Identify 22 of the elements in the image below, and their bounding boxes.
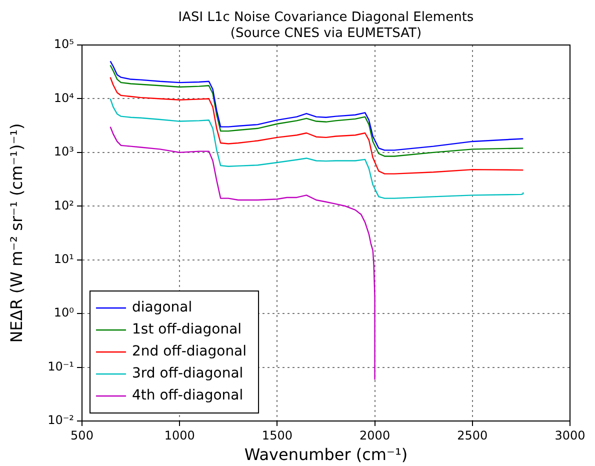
y-tick-label: 10⁰ [54, 306, 74, 320]
y-tick-label: 10⁵ [54, 37, 74, 52]
x-tick-label: 500 [70, 428, 94, 442]
legend-label: 4th off-diagonal [132, 388, 244, 404]
x-axis-title: Wavenumber (cm⁻¹) [244, 445, 408, 464]
legend-label: diagonal [132, 300, 192, 316]
legend-label: 2nd off-diagonal [132, 344, 247, 360]
legend-label: 3rd off-diagonal [132, 366, 244, 382]
y-tick-label: 10⁻² [48, 413, 74, 428]
y-tick-label: 10⁻¹ [48, 359, 74, 374]
x-tick-label: 1000 [164, 428, 195, 442]
legend-label: 1st off-diagonal [132, 322, 242, 338]
chart-title: IASI L1c Noise Covariance Diagonal Elements (Source CNES via EUMETSAT) [178, 10, 474, 41]
x-tick-label: 2000 [360, 428, 390, 442]
y-tick-label: 10¹ [54, 252, 74, 266]
y-tick-label: 10⁴ [54, 90, 74, 105]
x-tick-label: 3000 [554, 428, 586, 442]
y-tick-label: 10³ [54, 144, 74, 159]
x-tick-label: 1500 [262, 428, 292, 442]
y-tick-label: 10² [54, 198, 74, 212]
x-tick-label: 2500 [457, 428, 488, 442]
y-axis-title: NEΔR (W m⁻² sr⁻¹ (cm⁻¹)⁻¹) [7, 123, 26, 343]
